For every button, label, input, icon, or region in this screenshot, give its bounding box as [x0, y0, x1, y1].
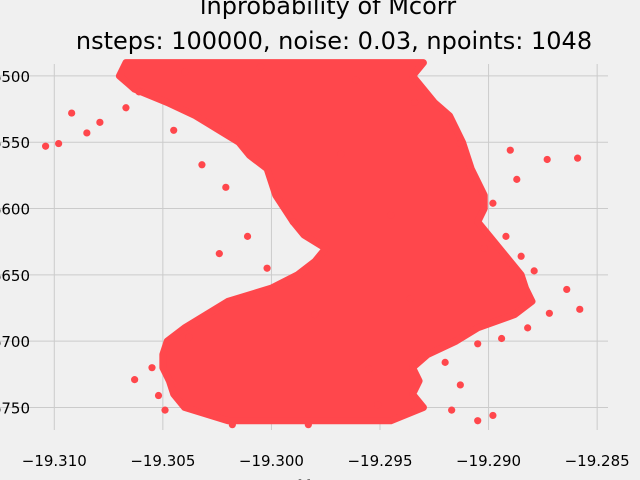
scatter-point — [83, 129, 91, 137]
scatter-point — [563, 285, 571, 294]
scatter-point — [180, 68, 189, 76]
scatter-point — [513, 175, 521, 183]
scatter-point — [441, 358, 449, 366]
y-tick-label: −9.6750 — [0, 399, 30, 417]
y-tick-label: −9.6700 — [0, 333, 30, 351]
chart-title-line1: lnprobability of Mcorr — [200, 0, 456, 20]
scatter-point — [576, 305, 584, 313]
scatter-point — [170, 126, 178, 134]
scatter-point — [304, 421, 312, 429]
point-cloud-body — [115, 59, 536, 425]
scatter-point — [215, 250, 223, 258]
scatter-point — [506, 146, 514, 154]
scatter-point — [411, 98, 419, 107]
y-axis-ticks: −9.6500 −9.6550 −9.6600 −9.6650 −9.6700 −9.67… — [0, 68, 30, 418]
scatter-point — [498, 334, 506, 343]
chart-title-line2: nsteps: 100000, noise: 0.03, npoints: 10… — [76, 27, 592, 55]
y-tick-label: −9.6600 — [0, 201, 30, 219]
y-tick-label: −9.6650 — [0, 267, 30, 285]
scatter-point — [502, 232, 510, 240]
scatter-point — [374, 401, 382, 409]
scatter-points — [42, 63, 584, 429]
x-tick-label: −19.305 — [130, 452, 195, 470]
scatter-point — [161, 406, 169, 414]
scatter-point — [448, 406, 456, 414]
scatter-point — [135, 88, 143, 96]
scatter-point — [289, 218, 297, 226]
scatter-point — [543, 155, 551, 164]
x-tick-label: −19.300 — [239, 452, 304, 470]
scatter-point — [243, 232, 252, 240]
scatter-point — [489, 411, 497, 420]
scatter-point — [530, 267, 538, 275]
x-axis-ticks: −19.310 −19.305 −19.300 −19.295 −19.290 −19.2… — [22, 452, 630, 470]
scatter-point — [406, 295, 414, 303]
scatter-point — [185, 333, 193, 341]
scatter-point — [148, 364, 156, 372]
x-axis-label: Mcorr — [297, 477, 345, 480]
scatter-point — [154, 391, 163, 400]
scatter-point — [337, 150, 345, 158]
scatter-point — [42, 142, 50, 150]
y-tick-label: −9.6550 — [0, 134, 30, 152]
scatter-point — [387, 211, 395, 219]
scatter-point — [524, 324, 532, 332]
scatter-point — [55, 139, 63, 148]
scatter-point — [517, 252, 525, 260]
scatter-point — [474, 340, 482, 348]
scatter-point — [456, 139, 464, 148]
x-tick-label: −19.290 — [456, 452, 521, 470]
scatter-point — [480, 244, 488, 252]
scatter-point — [68, 109, 76, 117]
scatter-point — [311, 311, 319, 319]
x-tick-label: −19.295 — [347, 452, 412, 470]
scatter-point — [122, 104, 130, 112]
scatter-point — [352, 76, 360, 84]
scatter-point — [545, 309, 553, 317]
scatter-point — [263, 264, 271, 272]
x-tick-label: −19.310 — [22, 452, 87, 470]
x-tick-label: −19.285 — [565, 452, 630, 470]
y-tick-label: −9.6500 — [0, 68, 30, 86]
scatter-point — [222, 183, 230, 191]
scatter-point — [256, 63, 265, 71]
scatter-point — [365, 365, 373, 373]
scatter-point — [574, 154, 582, 162]
scatter-point — [474, 417, 482, 425]
scatter-point — [131, 376, 139, 384]
scatter-density — [115, 59, 536, 425]
scatter-point — [228, 421, 236, 429]
scatter-point — [198, 161, 206, 169]
scatter-point — [489, 199, 497, 207]
scatter-point — [96, 118, 104, 126]
scatter-point — [456, 381, 464, 389]
